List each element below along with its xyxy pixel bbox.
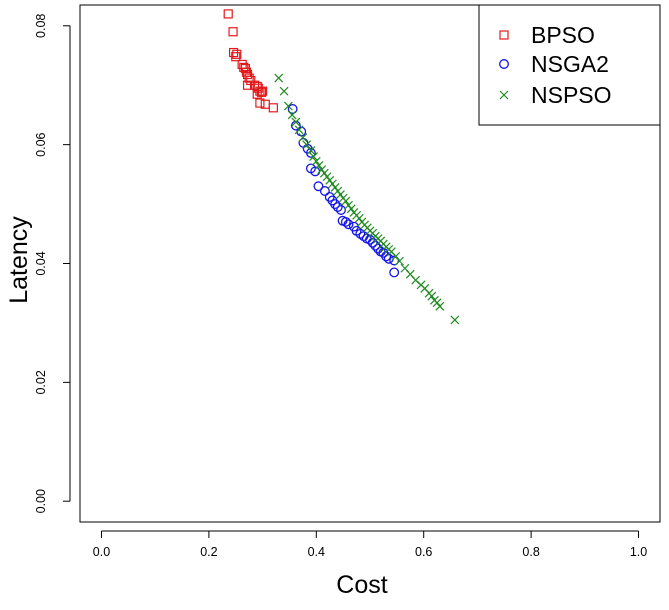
nspso-point xyxy=(333,186,343,196)
x-axis-title: Cost xyxy=(336,571,387,599)
legend-nspso-marker xyxy=(499,90,509,100)
nsga2-point xyxy=(287,104,298,114)
bpso-point xyxy=(252,89,262,99)
legend-bpso-marker xyxy=(499,30,509,40)
nsga2-point xyxy=(319,186,330,196)
nspso-point xyxy=(354,213,364,223)
nsga2-point xyxy=(383,253,394,264)
nsga2-point xyxy=(343,219,354,230)
nspso-point xyxy=(311,156,321,166)
x-tick-label: 0.6 xyxy=(415,545,432,559)
nspso-point xyxy=(327,179,337,189)
nsga2-point xyxy=(340,216,351,227)
nspso-point xyxy=(279,86,289,96)
nspso-point xyxy=(309,152,319,161)
y-tick-label: 0.06 xyxy=(34,132,48,156)
nspso-point xyxy=(391,251,401,261)
nspso-point xyxy=(435,301,445,311)
nsga2-point xyxy=(389,267,400,278)
bpso-point xyxy=(268,103,278,113)
nspso-point xyxy=(336,190,345,199)
nsga2-point xyxy=(332,202,343,212)
nspso-point xyxy=(322,172,332,182)
nsga2-point xyxy=(330,199,341,210)
legend-bpso-label: BPSO xyxy=(531,22,595,48)
nspso-point xyxy=(341,196,351,206)
nsga2-point xyxy=(336,205,346,215)
bpso-point xyxy=(231,52,241,62)
legend-nsga2-marker xyxy=(499,59,509,69)
nspso-point xyxy=(274,73,284,83)
legend-box xyxy=(478,4,661,126)
nspso-point xyxy=(291,117,301,127)
nspso-point xyxy=(325,175,335,185)
legend-nsga2-label: NSGA2 xyxy=(531,51,609,77)
x-tick-label: 1.0 xyxy=(630,545,647,559)
x-tick-label: 0.8 xyxy=(522,545,539,559)
nspso-point xyxy=(302,140,312,150)
bpso-point xyxy=(223,9,233,19)
nspso-point xyxy=(330,183,340,192)
nspso-point xyxy=(298,133,308,142)
bpso-point xyxy=(257,86,268,96)
nspso-point xyxy=(346,204,356,214)
y-tick-label: 0.00 xyxy=(34,489,48,513)
nsga2-point xyxy=(355,228,366,239)
nsga2-point xyxy=(313,181,324,192)
x-tick-label: 0.2 xyxy=(200,545,217,559)
nspso-point xyxy=(432,298,442,308)
nspso-point xyxy=(306,146,316,156)
plot-frame xyxy=(79,4,661,523)
y-tick-label: 0.02 xyxy=(34,370,48,394)
nspso-point xyxy=(314,161,324,170)
x-tick-label: 0.0 xyxy=(93,545,110,559)
bpso-point xyxy=(228,27,238,37)
data-points xyxy=(223,9,460,325)
y-axis-title: Latency xyxy=(5,216,33,304)
legend: BPSO NSGA2 NSPSO xyxy=(478,4,661,126)
nspso-point xyxy=(450,315,460,325)
y-axis: 0.00 0.02 0.04 0.06 0.08 xyxy=(34,14,71,513)
nsga2-point xyxy=(305,148,316,158)
x-axis: 0.0 0.2 0.4 0.6 0.8 1.0 xyxy=(93,530,647,559)
legend-nspso-label: NSPSO xyxy=(531,82,612,108)
bpso-point xyxy=(255,98,265,108)
nspso-point xyxy=(283,101,293,111)
nspso-point xyxy=(344,200,353,210)
nspso-point xyxy=(317,165,327,175)
bpso-point xyxy=(244,73,254,83)
x-tick-label: 0.4 xyxy=(308,545,325,559)
nspso-point xyxy=(395,256,404,266)
bpso-point xyxy=(232,49,242,59)
nspso-point xyxy=(294,125,304,135)
nspso-point xyxy=(287,110,297,120)
nspso-point xyxy=(319,168,329,178)
nspso-point xyxy=(427,291,437,301)
bpso-point xyxy=(242,80,253,90)
y-tick-label: 0.04 xyxy=(34,251,48,275)
y-tick-label: 0.08 xyxy=(34,14,48,38)
